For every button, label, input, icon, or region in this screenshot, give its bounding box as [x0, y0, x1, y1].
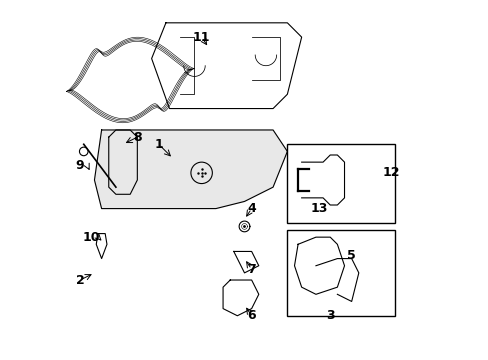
- Text: 10: 10: [82, 231, 100, 244]
- Text: 4: 4: [247, 202, 256, 215]
- Text: 9: 9: [76, 159, 84, 172]
- Bar: [287, 230, 394, 316]
- Text: 13: 13: [310, 202, 327, 215]
- Text: 5: 5: [346, 248, 355, 261]
- Text: 8: 8: [133, 131, 142, 144]
- Bar: [287, 144, 394, 223]
- Polygon shape: [94, 130, 287, 208]
- Text: 6: 6: [247, 309, 255, 322]
- Text: 7: 7: [247, 263, 256, 276]
- Text: 1: 1: [154, 138, 163, 151]
- Text: 2: 2: [76, 274, 84, 287]
- Text: 12: 12: [382, 166, 399, 179]
- Text: 11: 11: [192, 31, 210, 44]
- Text: 3: 3: [325, 309, 334, 322]
